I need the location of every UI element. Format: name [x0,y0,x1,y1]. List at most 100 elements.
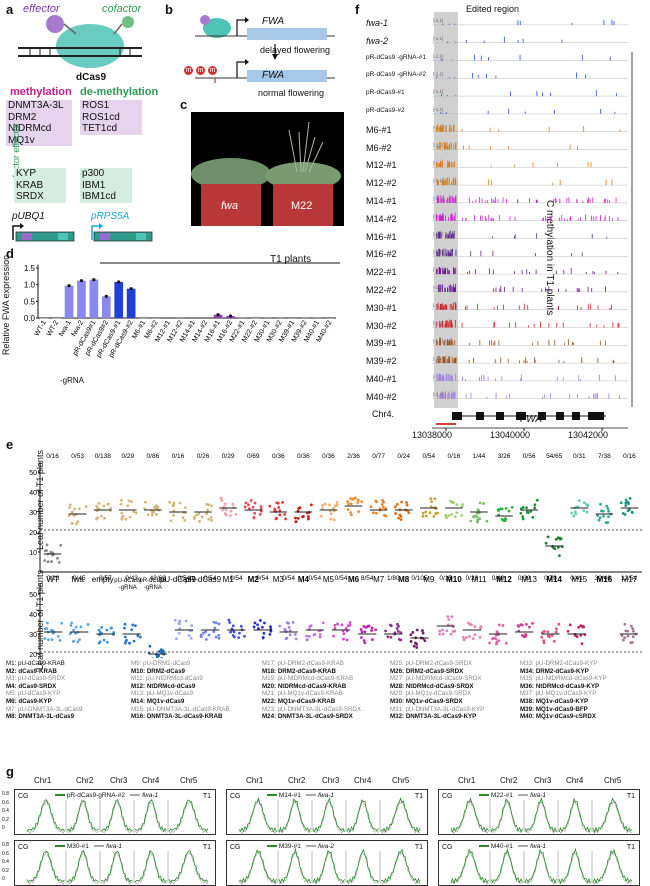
methylation-item: DRM2 [8,111,37,123]
legend-col-5: M33: pU-DRM2-dCas9-KYP M34: DRM2-dCas9-KY… [520,660,607,721]
leaf-point [247,507,251,511]
leaf-point [96,516,100,520]
leaf-point [351,497,355,501]
leaf-point [626,634,630,638]
track-label: M14-#2 [366,213,397,224]
leaf-point [60,621,64,625]
ref-name: fwa-1 [530,843,546,850]
leaf-point [405,501,408,504]
leaf-point [384,507,388,511]
plant-photo-drawing [191,121,341,226]
leaf-point [168,500,172,504]
exon [476,412,484,420]
leaf-point [579,633,583,637]
leaf-point [360,500,364,504]
expression-bar [213,314,223,318]
cofactor-item: IBM1cd [82,191,116,202]
leaf-point [43,637,47,640]
genome-panel: CG T1 M30-#1 fwa-1 [14,840,216,886]
legend-col-1: M1: pU-dCas9-KRAB M2: dCas9-KRAB M3: pU-dC… [6,660,82,721]
chrom-label: Chr4. [372,409,395,419]
leaf-point [155,512,158,516]
leaf-point [445,629,449,633]
exon [538,412,546,420]
leaf-point [200,515,204,519]
ref-line [66,850,99,885]
count-label: 0/29 [222,453,235,460]
leaf-point [150,513,154,517]
track-range: [-1,1] [433,285,443,290]
leaf-point [309,624,313,627]
leaf-point [132,510,136,514]
leaf-point [497,509,501,512]
leaf-point [415,643,419,646]
leaf-point [318,635,322,639]
leaf-point [415,646,419,649]
leaf-point [469,623,473,627]
leaf-point [335,501,339,504]
leaf-point [399,631,403,635]
sample-line [380,797,421,833]
leaf-point [504,517,508,521]
genome-legend: M40-#1 fwa-1 [479,843,546,850]
count-label: 0/86 [147,453,160,460]
count-label: 0/54 [422,453,435,460]
sample-line [26,799,65,832]
leaf-point [214,621,218,625]
leaf-point [152,510,156,514]
leaf-point [450,615,454,619]
leaf-point [198,519,201,523]
leaf-point [51,629,55,633]
xtick-3: 13042000 [568,430,609,440]
legend-item: M10: DRM2-dCas9 [131,667,185,675]
count-label: 0/23 [47,575,60,582]
y-tick-label: 50 [29,470,37,477]
legend-item: M20: NtDRMcd-dCas9-KRAB [262,682,347,690]
leaf-point [195,513,198,517]
leaf-point [453,515,457,519]
leaf-point [78,638,81,642]
leaf-point [345,638,349,642]
leaf-point [556,536,560,540]
leaf-point [409,633,413,637]
plant-photo: fwa M22 [191,112,344,226]
leaf-point [400,500,403,504]
leaf-point [259,505,263,509]
leaf-point [397,624,400,628]
leaf-point [550,633,554,637]
y-tick-label: 30 [29,510,37,517]
legend-item: M19: pU-NtDRMcd-dCas9-KRAB [262,675,354,683]
leaf-point [293,632,297,636]
dcas9-label: dCas9 [76,72,107,83]
leaf-point [521,517,525,521]
expression-bar [201,317,210,318]
sample-line [312,797,345,833]
leaf-point [478,636,482,639]
sample-line [168,799,209,832]
count-label: 0/69 [247,453,260,460]
sample-line [100,850,133,883]
leaf-point [374,628,378,632]
leaf-point [58,639,62,642]
leaf-point [554,630,558,634]
leaf-point [228,514,232,518]
leaf-point [468,635,471,638]
leaf-point [582,501,586,505]
leaf-point [521,515,525,519]
leaf-point [349,497,352,500]
legend-item: M2: dCas9-KRAB [6,667,57,675]
leaf-point [143,500,147,504]
leaf-point [173,618,177,622]
sample-line [134,849,167,883]
leaf-point [421,511,425,515]
g-y-tick: 0 [2,876,5,882]
exon [516,412,526,420]
leaf-point [446,615,450,619]
leaf-point [278,509,282,513]
ref-line [278,799,311,834]
x-category-label: pR-dCas9 [139,578,167,584]
sample-line [558,797,591,833]
leaf-point [346,624,350,628]
leaf-point [363,630,367,634]
leaf-point [475,515,479,519]
